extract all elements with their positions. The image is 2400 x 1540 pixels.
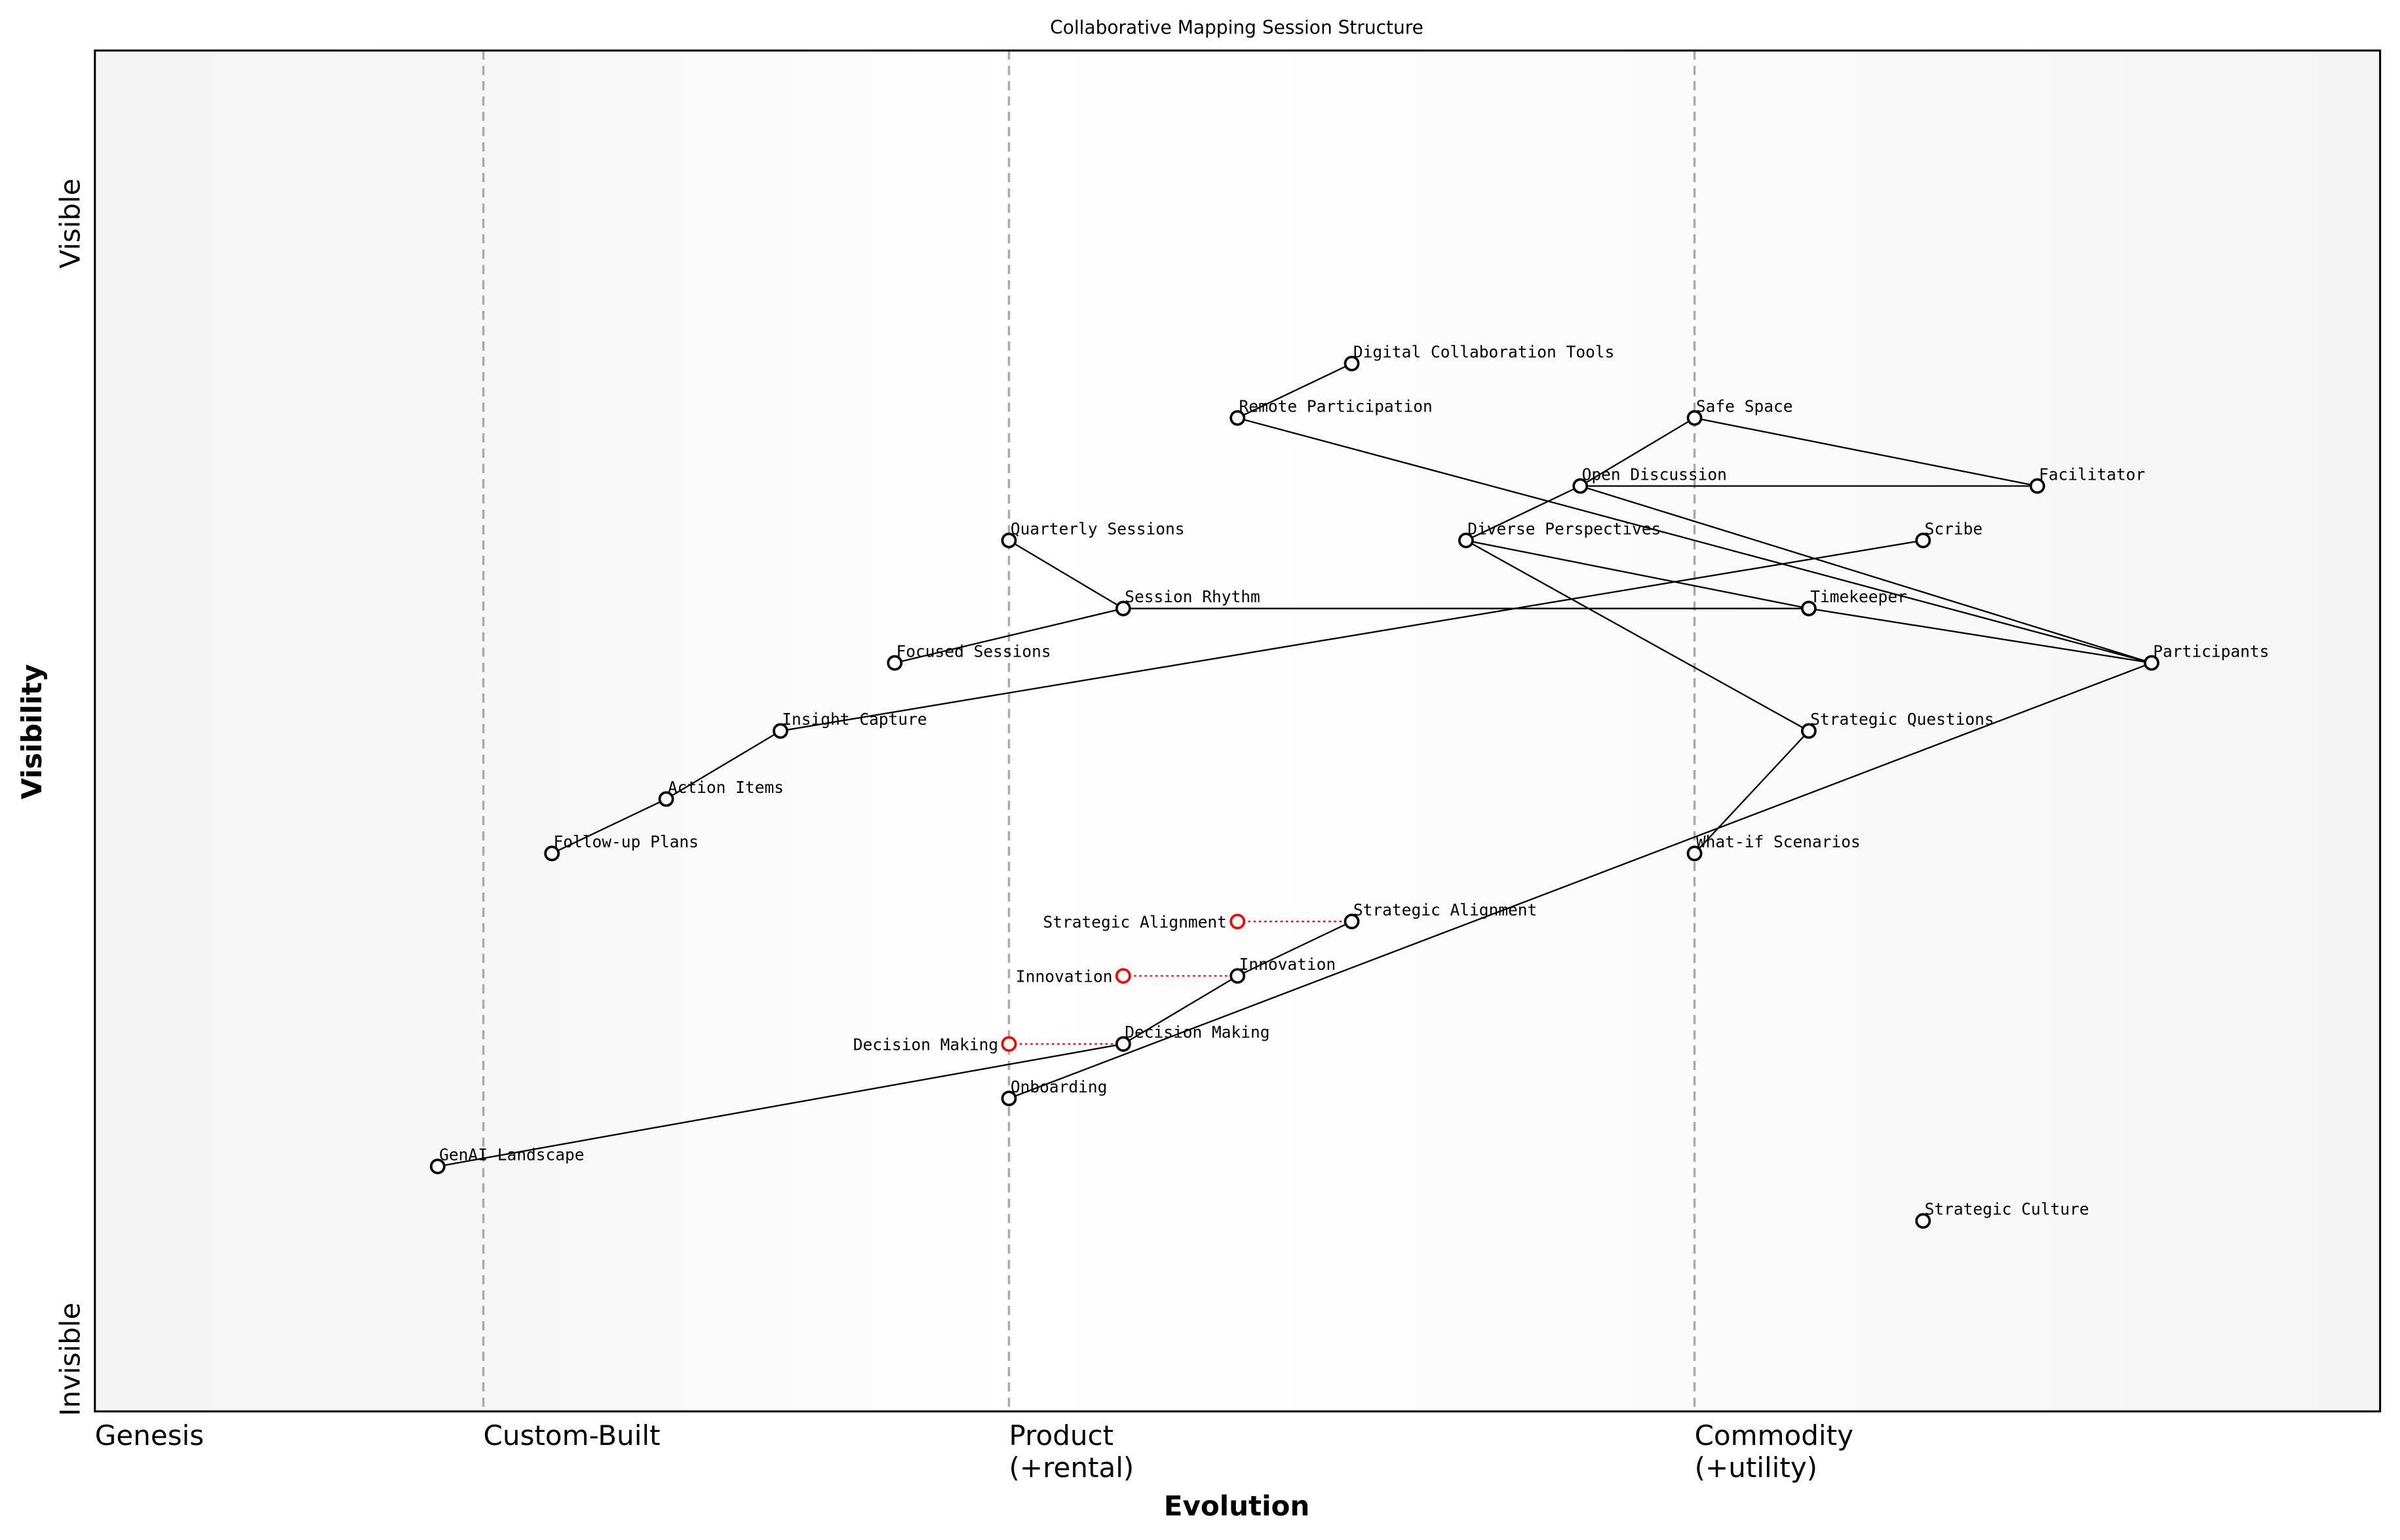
component-node[interactable] [772,723,788,739]
component-node-label: Strategic Culture [1925,1200,2089,1219]
component-node[interactable] [1686,410,1703,426]
component-node[interactable] [1572,478,1589,494]
dependency-link [1808,607,2152,664]
component-node[interactable] [1001,1090,1017,1107]
dependency-link [1465,485,1581,541]
x-axis-label: Evolution [1164,1490,1310,1522]
component-node[interactable] [1344,355,1360,372]
evolved-node[interactable] [1229,914,1246,930]
component-node-label: Digital Collaboration Tools [1353,342,1614,361]
evolved-node-label: Decision Making [853,1035,998,1054]
component-node[interactable] [2029,478,2045,494]
stage-label: Custom-Built [484,1419,661,1452]
chart-title: Collaborative Mapping Session Structure [1050,16,1423,38]
dependency-link [1465,539,1810,732]
dependency-link [1237,417,2152,664]
dependency-link [1465,539,1810,609]
component-node[interactable] [658,791,674,807]
y-axis-label: Visibility [16,664,48,799]
evolved-node[interactable] [1001,1036,1017,1052]
component-node[interactable] [1915,532,1931,549]
component-node-label: Decision Making [1125,1023,1269,1042]
dependency-link [665,730,781,800]
plot-frame [94,49,2382,1413]
component-node[interactable] [1115,1036,1131,1052]
component-node-label: Strategic Questions [1810,710,1994,729]
component-node-label: GenAI Landscape [439,1145,584,1165]
component-node[interactable] [2144,655,2159,671]
dependency-link [1579,485,2152,664]
dependency-link [437,1043,1124,1168]
component-node-label: Participants [2153,642,2269,661]
component-node[interactable] [887,655,903,671]
component-node-label: Session Rhythm [1125,587,1260,606]
dependency-link [1694,417,2038,487]
evolved-node-label: Innovation [1016,967,1113,986]
y-tick-visible: Visible [54,178,86,268]
dependency-link [1009,662,2152,1100]
component-node[interactable] [1001,532,1017,549]
component-node[interactable] [1229,410,1246,426]
dependency-link [1008,539,1124,609]
component-node-label: Scribe [1925,519,1983,538]
component-node[interactable] [429,1159,446,1174]
component-node[interactable] [1801,723,1817,739]
stage-label: Genesis [95,1419,204,1452]
component-node[interactable] [1229,968,1246,984]
evolved-node[interactable] [1115,968,1131,984]
dependency-link [551,798,667,855]
stage-label: Commodity (+utility) [1695,1419,1853,1484]
component-node-label: Safe Space [1696,396,1793,415]
component-node-label: What-if Scenarios [1696,832,1861,851]
component-node-label: Action Items [668,778,784,797]
component-node-label: Remote Participation [1239,396,1433,415]
component-node[interactable] [1458,532,1474,549]
dependency-link [1579,417,1695,487]
component-node-label: Diverse Perspectives [1467,519,1661,538]
component-node-label: Open Discussion [1582,465,1727,484]
plot-background [94,50,2380,1412]
component-node-label: Timekeeper [1810,587,1907,606]
component-node[interactable] [1115,600,1131,617]
dependency-link [1694,730,1810,855]
stage-label: Product (+rental) [1009,1419,1134,1484]
y-tick-invisible: Invisible [54,1303,86,1416]
component-node-label: Facilitator [2039,465,2145,484]
component-node-label: Follow-up Plans [554,832,699,851]
component-node-label: Innovation [1239,955,1336,974]
dependency-link [1237,921,1353,977]
dependency-link [1237,362,1353,419]
component-node-label: Focused Sessions [897,642,1051,661]
dependency-link [1123,975,1238,1045]
component-node-label: Strategic Alignment [1353,900,1537,919]
component-node-label: Insight Capture [782,710,927,729]
dependency-link [894,607,1124,664]
component-node[interactable] [1344,914,1360,930]
evolved-node-label: Strategic Alignment [1043,913,1226,932]
component-node-label: Quarterly Sessions [1011,519,1185,538]
component-node[interactable] [1686,845,1703,862]
dependency-link [780,539,1924,732]
component-node[interactable] [544,845,560,862]
component-node-label: Onboarding [1011,1077,1108,1096]
component-node[interactable] [1915,1213,1931,1229]
component-node[interactable] [1801,600,1817,617]
